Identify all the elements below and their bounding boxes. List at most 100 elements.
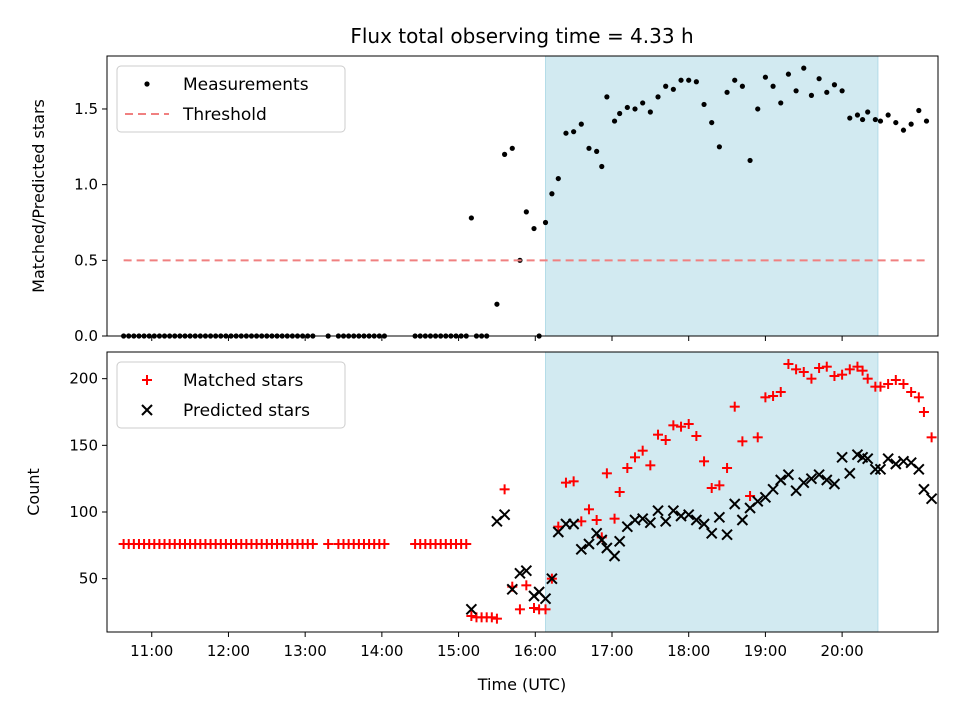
matched-stars-point xyxy=(821,361,832,372)
measurements-point xyxy=(716,144,722,150)
matched-stars-point xyxy=(714,480,725,491)
measurements-point xyxy=(509,145,515,151)
matched-stars-point xyxy=(540,604,551,615)
predicted-stars-point xyxy=(721,528,733,541)
predicted-stars-point xyxy=(590,527,603,540)
predicted-stars-point xyxy=(706,527,718,540)
predicted-stars-point xyxy=(821,474,833,486)
matched-stars-point xyxy=(729,401,740,412)
matched-stars-point xyxy=(722,463,733,473)
predicted-stars-point xyxy=(636,512,649,525)
predicted-stars-point xyxy=(775,474,787,486)
measurements-point xyxy=(785,71,792,77)
x-b xyxy=(706,527,718,540)
x-b xyxy=(775,474,787,486)
predicted-stars-point xyxy=(698,518,710,530)
matched-stars-point xyxy=(668,420,679,431)
x-b xyxy=(813,468,825,481)
measurements-point xyxy=(854,112,861,118)
measurements-point xyxy=(762,74,769,80)
predicted-stars-point xyxy=(575,543,588,556)
x-b xyxy=(729,498,741,510)
x-b xyxy=(141,404,153,416)
x-b xyxy=(498,508,511,521)
measurements-point xyxy=(578,121,584,127)
x-b xyxy=(636,512,649,525)
matched-stars-point xyxy=(486,612,497,623)
x-tick-label: 12:00 xyxy=(207,642,250,660)
x-b xyxy=(782,468,795,481)
x-b xyxy=(652,504,664,517)
measurements-point xyxy=(701,101,707,108)
matched-stars-point xyxy=(775,387,786,397)
measurements-point xyxy=(647,109,653,115)
matched-stars-point xyxy=(583,504,594,515)
predicted-stars-point xyxy=(874,463,887,476)
count-y-axis-label: Count xyxy=(24,468,43,516)
matched-stars-point xyxy=(630,452,641,463)
predicted-stars-point xyxy=(798,476,810,489)
measurements-point xyxy=(739,83,745,89)
predicted-stars-point xyxy=(805,472,818,485)
x-b xyxy=(861,452,874,465)
predicted-stars-point xyxy=(869,463,882,476)
measurements-point xyxy=(670,86,676,92)
x-b xyxy=(608,550,621,562)
x-b xyxy=(520,564,533,577)
matched-stars-point xyxy=(491,613,502,624)
ratio-y-axis-label: Matched/Predicted stars xyxy=(29,99,48,293)
predicted-stars-point xyxy=(736,514,749,526)
x-tick-label: 16:00 xyxy=(514,642,557,660)
ratio-legend: Measurements Threshold xyxy=(116,65,346,133)
x-b xyxy=(567,518,580,530)
predicted-stars-point xyxy=(583,538,595,550)
observing-span xyxy=(545,55,879,337)
matched-stars-point xyxy=(609,513,620,524)
predicted-stars-point xyxy=(690,514,703,526)
measurements-point xyxy=(611,118,618,124)
predicted-stars-point xyxy=(652,504,664,517)
measurements-point xyxy=(778,100,784,106)
measurements-point xyxy=(859,116,866,123)
legend-label-predicted-stars: Predicted stars xyxy=(183,401,310,421)
x-b xyxy=(698,518,710,530)
measurements-point xyxy=(893,119,899,126)
matched-stars-point xyxy=(514,604,525,615)
measurements-point xyxy=(916,107,922,114)
measurements-point xyxy=(594,148,600,154)
matched-stars-point xyxy=(660,435,671,445)
predicted-stars-point xyxy=(567,518,580,530)
matched-stars-point xyxy=(591,515,602,525)
x-b xyxy=(506,583,518,596)
matched-stars-point xyxy=(706,483,717,493)
matched-stars-point xyxy=(760,392,771,403)
predicted-stars-point xyxy=(596,534,608,546)
y-tick-label: 200 xyxy=(69,370,98,388)
measurements-point xyxy=(908,121,914,127)
measurements-point xyxy=(877,118,884,124)
measurements-point xyxy=(624,104,630,111)
y-tick-label: 100 xyxy=(69,503,98,521)
x-tick-label: 14:00 xyxy=(360,642,403,660)
count-marks xyxy=(118,359,938,624)
matched-stars-point xyxy=(875,381,886,392)
matched-stars-point xyxy=(829,371,840,381)
matched-stars-point xyxy=(906,387,917,397)
measurements-point xyxy=(555,175,561,182)
measurements-point xyxy=(523,209,529,215)
matched-stars-point xyxy=(918,407,929,417)
x-b xyxy=(869,463,882,476)
matched-stars-point xyxy=(752,432,763,443)
legend-swatch-matched-stars xyxy=(142,375,152,385)
matched-stars-point xyxy=(568,476,579,487)
measurements-point xyxy=(847,115,853,121)
matched-stars-point xyxy=(553,521,564,532)
measurements-point xyxy=(831,82,838,88)
predicted-stars-point xyxy=(767,483,779,496)
matched-stars-point xyxy=(699,456,710,467)
measurements-point xyxy=(865,109,871,115)
y-tick-label: 0.0 xyxy=(74,327,98,345)
predicted-stars-point xyxy=(608,550,621,562)
matched-stars-point xyxy=(798,367,809,377)
x-b xyxy=(675,510,687,522)
